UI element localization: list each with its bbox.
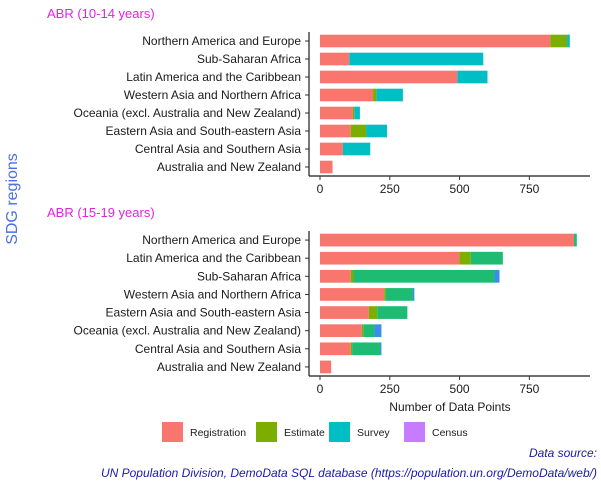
bar-segment-survey xyxy=(352,342,381,356)
x-tick-label: 0 xyxy=(317,382,324,396)
panel-abr-10-14: ABR (10-14 years) Northern America and E… xyxy=(47,6,590,196)
category-label: Eastern Asia and South-eastern Asia xyxy=(106,306,302,320)
x-tick-label: 250 xyxy=(380,182,400,196)
bar-segment-registration xyxy=(320,269,351,283)
legend: Registration Estimate Survey Census xyxy=(162,422,468,442)
legend-swatch-estimate xyxy=(256,422,277,442)
bar-segment-survey xyxy=(363,324,375,338)
bar-segment-estimate xyxy=(368,306,378,319)
bar-segment-survey xyxy=(574,233,577,247)
bar-segment-registration xyxy=(320,306,369,319)
bar-segment-census xyxy=(412,288,415,301)
x-axis-title: Number of Data Points xyxy=(389,400,510,414)
legend-swatch-survey xyxy=(329,422,350,442)
data-source-detail: UN Population Division, DemoData SQL dat… xyxy=(101,466,597,480)
bar-segment-survey xyxy=(366,124,387,138)
bar-segment-survey xyxy=(470,251,503,265)
bar-segment-registration xyxy=(320,52,350,66)
category-label: Australia and New Zealand xyxy=(157,360,301,374)
legend-label: Census xyxy=(432,427,468,439)
bar-segment-survey xyxy=(377,306,408,319)
category-label: Northern America and Europe xyxy=(142,34,301,48)
bar-segment-registration xyxy=(320,233,575,247)
category-label: Western Asia and Northern Africa xyxy=(124,88,302,102)
bar-segment-estimate xyxy=(350,342,353,356)
legend-swatch-census xyxy=(404,422,425,442)
category-label: Northern America and Europe xyxy=(142,233,301,247)
bar-segment-estimate xyxy=(550,34,568,48)
bar-segment-survey xyxy=(353,269,495,283)
category-label: Australia and New Zealand xyxy=(157,160,301,174)
bar-segment-registration xyxy=(320,142,343,156)
bar-segment-registration xyxy=(320,160,333,174)
category-label: Eastern Asia and South-eastern Asia xyxy=(106,124,302,138)
category-label: Western Asia and Northern Africa xyxy=(124,287,302,301)
x-tick-label: 500 xyxy=(450,182,470,196)
bar-segment-estimate xyxy=(459,251,471,265)
bar-segment-estimate xyxy=(373,88,377,102)
panel-title: ABR (10-14 years) xyxy=(47,6,155,21)
bar-segment-estimate xyxy=(350,124,367,138)
bar-segment-survey xyxy=(354,106,360,120)
category-label: Sub-Saharan Africa xyxy=(197,52,301,66)
bar-segment-survey xyxy=(376,88,403,102)
x-tick-label: 250 xyxy=(380,382,400,396)
legend-label: Registration xyxy=(190,427,246,439)
bar-segment-registration xyxy=(320,360,332,374)
bar-segment-registration xyxy=(320,106,353,120)
bar-segment-census xyxy=(374,324,382,338)
bar-segment-registration xyxy=(320,70,458,84)
panel-abr-15-19: ABR (15-19 years) Northern America and E… xyxy=(47,205,590,396)
bar-segment-estimate xyxy=(352,106,355,120)
bar-segment-estimate xyxy=(384,288,386,301)
bar-segment-registration xyxy=(320,88,374,102)
category-label: Latin America and the Caribbean xyxy=(126,70,301,84)
bar-segment-registration xyxy=(320,124,351,138)
bar-segment-survey xyxy=(567,34,570,48)
bar-segment-registration xyxy=(320,342,351,356)
x-tick-label: 500 xyxy=(450,382,470,396)
bar-segment-registration xyxy=(320,251,460,265)
category-label: Oceania (excl. Australia and New Zealand… xyxy=(74,106,301,120)
bar-segment-census xyxy=(494,269,500,283)
category-label: Central Asia and Southern Asia xyxy=(135,342,301,356)
bar-segment-survey xyxy=(385,288,413,301)
bar-segment-estimate xyxy=(350,269,354,283)
legend-label: Estimate xyxy=(284,427,325,439)
panel-title: ABR (15-19 years) xyxy=(47,205,155,220)
bar-segment-estimate xyxy=(361,324,364,338)
category-label: Latin America and the Caribbean xyxy=(126,251,301,265)
bar-segment-survey xyxy=(349,52,484,66)
x-tick-label: 0 xyxy=(317,182,324,196)
category-label: Oceania (excl. Australia and New Zealand… xyxy=(74,324,301,338)
bar-segment-registration xyxy=(320,34,551,48)
y-axis-title: SDG regions xyxy=(4,153,21,245)
legend-label: Survey xyxy=(357,427,390,439)
bar-segment-registration xyxy=(320,324,362,338)
bar-segment-survey xyxy=(457,70,488,84)
x-tick-label: 750 xyxy=(519,382,539,396)
x-tick-label: 750 xyxy=(519,182,539,196)
legend-swatch-registration xyxy=(162,422,183,442)
bar-segment-census xyxy=(380,342,382,356)
bar-segment-registration xyxy=(320,288,385,301)
category-label: Central Asia and Southern Asia xyxy=(135,142,301,156)
category-label: Sub-Saharan Africa xyxy=(197,269,301,283)
data-source-label: Data source: xyxy=(529,446,597,460)
bar-segment-survey xyxy=(342,142,371,156)
